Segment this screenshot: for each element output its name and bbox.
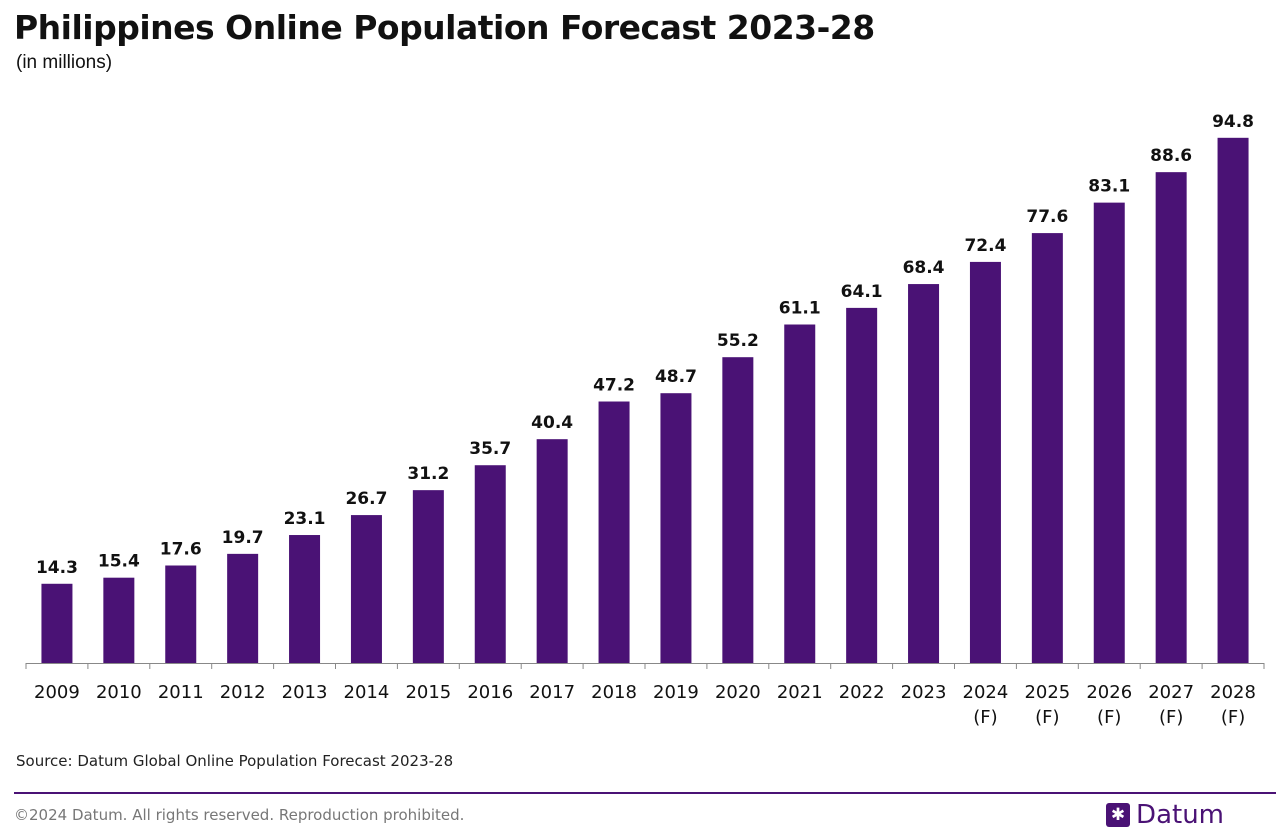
- bar: [1031, 233, 1063, 663]
- x-tick-label: 2016: [467, 682, 513, 703]
- x-tick-label: 2010: [96, 682, 142, 703]
- bar: [846, 307, 878, 663]
- brand-name: Datum: [1136, 800, 1224, 830]
- x-tick-label: 2012: [220, 682, 266, 703]
- x-tick-label: 2011: [158, 682, 204, 703]
- bar: [1093, 202, 1125, 663]
- bar-value-label: 47.2: [593, 376, 635, 396]
- source-note: Source: Datum Global Online Population F…: [16, 752, 454, 770]
- bar-value-label: 68.4: [903, 258, 945, 278]
- x-tick-label: 2027 (F): [1148, 682, 1194, 728]
- bar-value-label: 14.3: [36, 558, 78, 578]
- bar: [536, 439, 568, 663]
- bar-value-label: 17.6: [160, 539, 202, 559]
- bar-chart: 14.3 2009 15.4 2010 17.6 2011 19.7 2012 23.1 2013…: [25, 112, 1265, 728]
- x-tick-label: 2025 (F): [1024, 682, 1070, 728]
- x-tick-label: 2013: [282, 682, 328, 703]
- bar: [1217, 137, 1249, 664]
- copyright-note: ©2024 Datum. All rights reserved. Reprod…: [14, 806, 465, 824]
- bar: [103, 577, 135, 663]
- bar: [784, 324, 816, 663]
- bar-value-label: 94.8: [1212, 112, 1254, 132]
- bar-value-label: 72.4: [964, 236, 1006, 256]
- bar: [1155, 172, 1187, 663]
- bar: [227, 553, 259, 663]
- bar: [908, 284, 940, 663]
- bar-value-label: 64.1: [841, 282, 883, 302]
- x-tick-label: 2023: [901, 682, 947, 703]
- bar: [289, 535, 321, 663]
- footer-divider: [14, 792, 1276, 794]
- bar-value-label: 77.6: [1026, 207, 1068, 227]
- bar-value-label: 15.4: [98, 552, 140, 572]
- x-tick-label: 2017: [529, 682, 575, 703]
- bar-value-label: 88.6: [1150, 146, 1192, 166]
- bar: [412, 490, 444, 663]
- bar-value-label: 19.7: [222, 528, 264, 548]
- bar-value-label: 40.4: [531, 413, 573, 433]
- bar-value-label: 35.7: [469, 439, 511, 459]
- bar-value-label: 48.7: [655, 367, 697, 387]
- datum-logo-icon: ✱: [1106, 803, 1131, 827]
- x-tick-label: 2015: [405, 682, 451, 703]
- bar: [598, 401, 630, 663]
- bar: [474, 465, 506, 663]
- bar-value-label: 55.2: [717, 331, 759, 351]
- bar: [722, 357, 754, 663]
- bar-value-label: 83.1: [1088, 177, 1130, 197]
- chart-subtitle: (in millions): [16, 52, 113, 73]
- bar: [660, 393, 692, 663]
- bar-value-label: 26.7: [345, 489, 387, 509]
- x-tick-label: 2019: [653, 682, 699, 703]
- x-tick-label: 2014: [344, 682, 390, 703]
- brand-logo: ✱ Datum: [1106, 800, 1224, 830]
- bar-value-label: 61.1: [779, 299, 821, 319]
- bar: [165, 565, 197, 663]
- bar-value-label: 31.2: [407, 464, 449, 484]
- x-tick-label: 2026 (F): [1086, 682, 1132, 728]
- bar: [969, 261, 1001, 663]
- bar-value-label: 23.1: [284, 509, 326, 529]
- x-tick-label: 2028 (F): [1210, 682, 1256, 728]
- x-tick-label: 2020: [715, 682, 761, 703]
- bar: [41, 583, 73, 663]
- x-tick-label: 2024 (F): [963, 682, 1009, 728]
- chart-title: Philippines Online Population Forecast 2…: [14, 8, 875, 47]
- x-tick-label: 2021: [777, 682, 823, 703]
- x-tick-label: 2022: [839, 682, 885, 703]
- bar: [350, 515, 382, 663]
- x-tick-label: 2009: [34, 682, 80, 703]
- x-tick-label: 2018: [591, 682, 637, 703]
